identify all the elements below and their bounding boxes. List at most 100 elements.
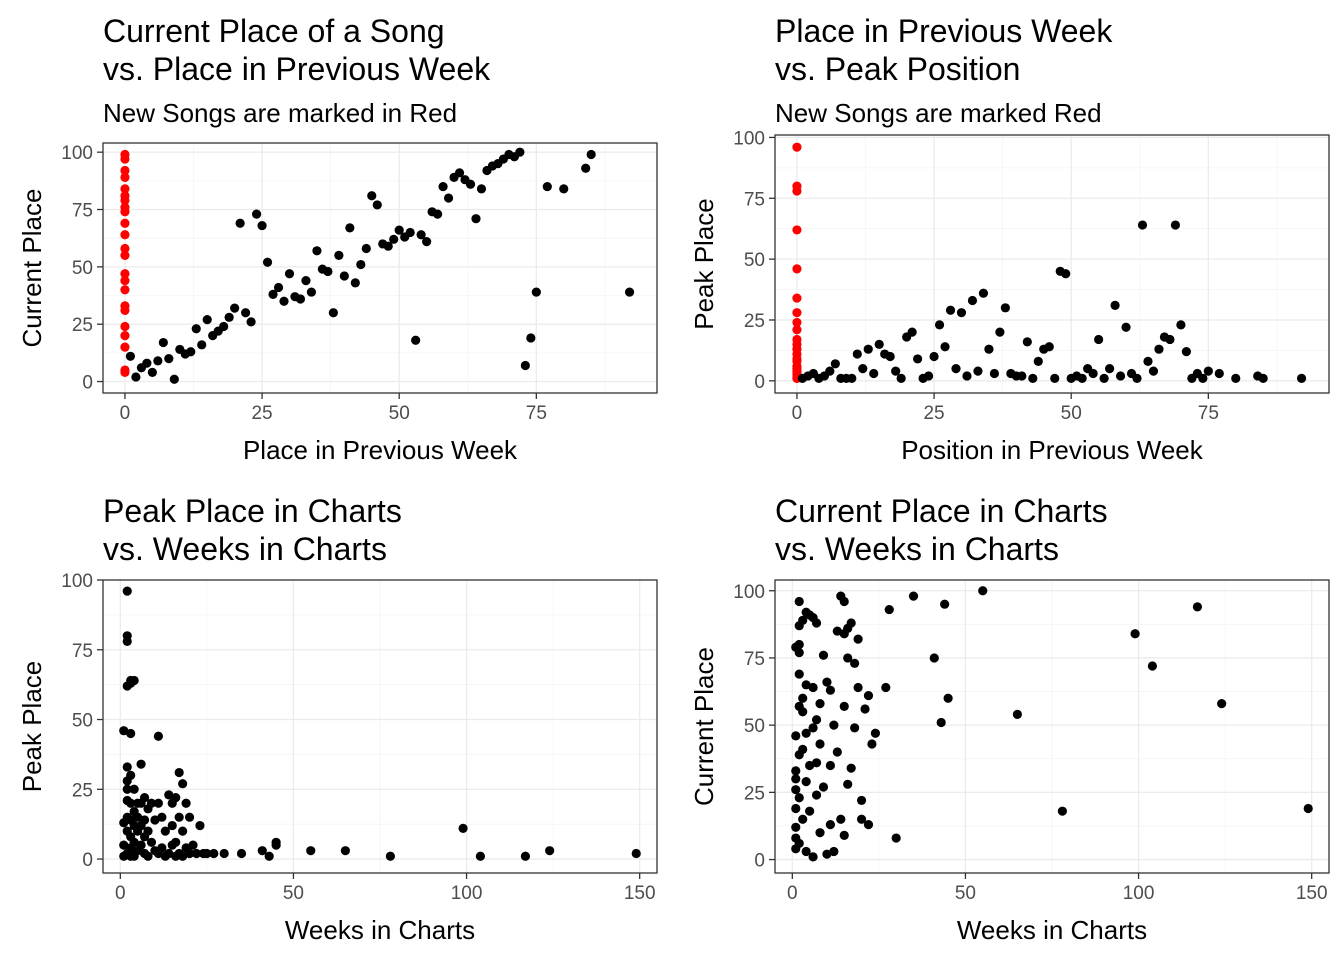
data-point bbox=[131, 372, 141, 382]
data-point bbox=[929, 653, 939, 663]
panel-border bbox=[774, 579, 1330, 874]
data-point bbox=[122, 586, 132, 596]
y-tick-label: 0 bbox=[754, 851, 765, 872]
data-point bbox=[1017, 371, 1027, 381]
data-point bbox=[624, 287, 635, 297]
data-point bbox=[929, 351, 939, 362]
data-point bbox=[129, 675, 139, 686]
data-point bbox=[815, 699, 825, 709]
data-point bbox=[1176, 320, 1186, 330]
y-tick-label: 25 bbox=[744, 783, 765, 804]
data-point bbox=[167, 820, 177, 831]
data-point bbox=[119, 726, 129, 736]
data-point bbox=[846, 763, 856, 773]
data-point bbox=[150, 815, 160, 825]
chart-title-line-2: vs. Peak Position bbox=[775, 51, 1020, 87]
data-point bbox=[545, 846, 555, 856]
data-point bbox=[792, 225, 802, 235]
data-point bbox=[153, 356, 163, 366]
data-point bbox=[818, 782, 829, 792]
data-point bbox=[133, 812, 143, 822]
data-point bbox=[863, 820, 874, 830]
data-point bbox=[943, 693, 953, 703]
x-tick-label: 150 bbox=[1296, 883, 1328, 904]
data-point bbox=[158, 337, 168, 348]
y-axis-title: Peak Place bbox=[689, 198, 719, 330]
scatter-points bbox=[119, 586, 641, 861]
data-point bbox=[475, 851, 486, 861]
data-point bbox=[153, 798, 163, 808]
data-point bbox=[850, 723, 860, 733]
data-point bbox=[120, 172, 130, 183]
data-point bbox=[967, 295, 978, 306]
data-point bbox=[1192, 602, 1203, 612]
data-point bbox=[146, 798, 157, 808]
chart-title-line-2: vs. Weeks in Charts bbox=[775, 531, 1059, 567]
y-axis-title: Current Place bbox=[17, 189, 47, 348]
data-point bbox=[798, 615, 808, 625]
data-point bbox=[858, 364, 868, 374]
y-axis-title: Peak Place bbox=[17, 661, 47, 793]
data-point bbox=[157, 812, 167, 822]
y-tick-label: 0 bbox=[82, 373, 93, 394]
data-point bbox=[794, 669, 804, 679]
scatter-points bbox=[120, 147, 635, 384]
data-point bbox=[120, 184, 130, 194]
data-point bbox=[350, 278, 360, 288]
data-point bbox=[191, 324, 201, 334]
data-point bbox=[1296, 373, 1307, 383]
data-point bbox=[791, 731, 801, 741]
data-point bbox=[1198, 373, 1208, 383]
data-point bbox=[874, 339, 884, 349]
data-point bbox=[1022, 337, 1032, 347]
data-point bbox=[520, 360, 530, 371]
data-point bbox=[1088, 368, 1098, 379]
data-point bbox=[306, 846, 316, 856]
data-point bbox=[881, 682, 891, 693]
data-point bbox=[891, 833, 901, 843]
data-point bbox=[945, 305, 956, 315]
x-tick-label: 75 bbox=[526, 403, 547, 424]
data-point bbox=[825, 760, 836, 771]
data-point bbox=[940, 599, 950, 609]
x-axis-title: Weeks in Charts bbox=[957, 915, 1147, 945]
data-point bbox=[361, 243, 371, 254]
data-point bbox=[792, 308, 802, 318]
chart-subtitle: New Songs are marked Red bbox=[775, 98, 1102, 128]
data-point bbox=[1077, 373, 1087, 383]
data-point bbox=[246, 317, 256, 327]
data-point bbox=[792, 186, 802, 196]
data-point bbox=[798, 814, 808, 824]
data-point bbox=[860, 704, 870, 714]
data-point bbox=[832, 747, 842, 757]
data-point bbox=[867, 739, 877, 749]
data-point bbox=[995, 327, 1005, 337]
data-point bbox=[794, 647, 804, 658]
data-point bbox=[443, 193, 454, 203]
data-point bbox=[884, 604, 894, 615]
data-point bbox=[853, 634, 863, 644]
x-tick-label: 25 bbox=[923, 403, 944, 424]
y-tick-label: 25 bbox=[72, 780, 93, 801]
data-point bbox=[839, 830, 849, 840]
data-point bbox=[174, 767, 184, 778]
x-axis-title: Place in Previous Week bbox=[243, 435, 518, 465]
data-point bbox=[1132, 373, 1142, 383]
data-point bbox=[907, 327, 917, 337]
data-point bbox=[822, 677, 832, 687]
gridlines bbox=[775, 580, 1329, 873]
y-tick-label: 0 bbox=[754, 372, 765, 393]
data-point bbox=[169, 374, 179, 384]
data-point bbox=[839, 701, 849, 711]
data-point bbox=[951, 364, 961, 374]
data-point bbox=[1099, 373, 1109, 383]
data-point bbox=[1137, 220, 1148, 230]
data-point bbox=[1181, 347, 1191, 357]
x-tick-label: 150 bbox=[624, 883, 656, 904]
data-point bbox=[978, 586, 988, 596]
data-point bbox=[405, 227, 415, 238]
data-point bbox=[122, 762, 132, 772]
chart-title-line-2: vs. Place in Previous Week bbox=[103, 51, 491, 87]
